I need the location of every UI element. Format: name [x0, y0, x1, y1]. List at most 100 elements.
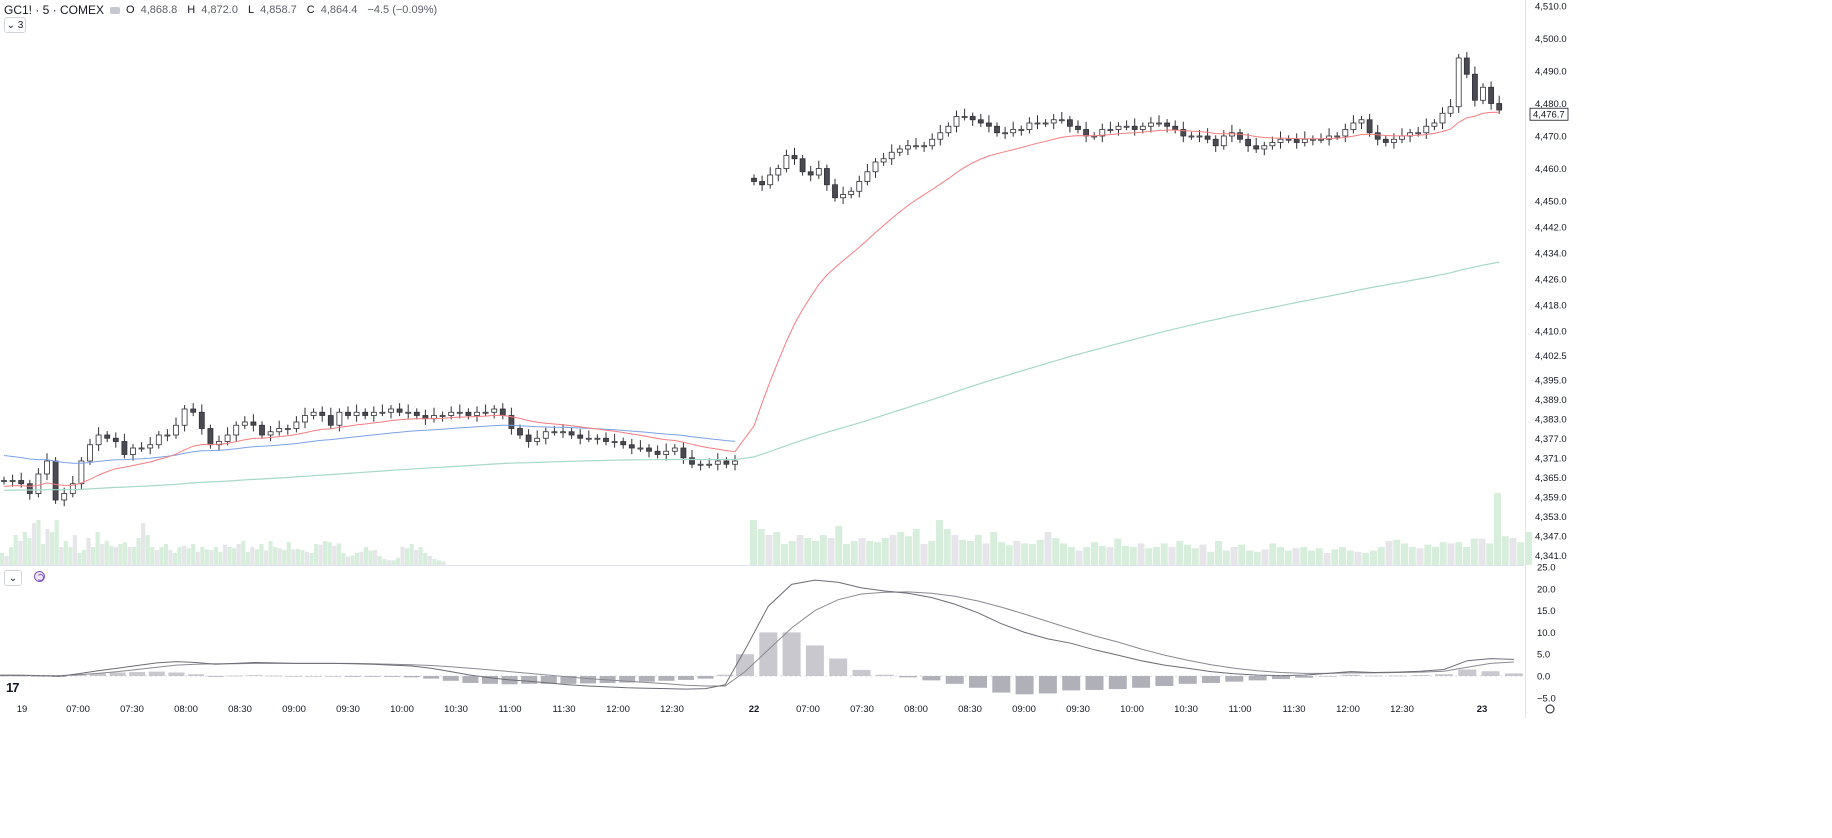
macd-histogram-bar [1411, 675, 1430, 676]
volume-bar [1308, 550, 1315, 565]
candle [1399, 135, 1405, 140]
candle [448, 411, 455, 416]
volume-bar [1160, 543, 1168, 565]
candle [880, 158, 887, 163]
macd-histogram-bar [1108, 676, 1127, 690]
candle [1277, 138, 1284, 143]
candle [474, 411, 480, 416]
volume-bar [1122, 545, 1129, 565]
volume-bar [345, 556, 350, 565]
macd-histogram-bar [1132, 676, 1151, 688]
candle [921, 145, 927, 148]
volume-bar [386, 560, 391, 565]
price-tick-label: 4,347.0 [1535, 531, 1567, 542]
candle [26, 483, 33, 494]
market-status-icon [110, 6, 121, 14]
symbol-title[interactable]: GC1! · 5 · COMEX [4, 3, 105, 17]
volume-bar [0, 553, 5, 565]
candle [508, 415, 515, 429]
last-price-box [1529, 107, 1569, 121]
macd-signal-line [0, 591, 1514, 687]
volume-bar [1424, 544, 1432, 565]
candle [121, 441, 128, 455]
volume-bar [1346, 550, 1354, 565]
candle [207, 428, 214, 446]
volume-bar [819, 535, 827, 565]
candle [1318, 138, 1324, 141]
volume-bar [213, 547, 219, 565]
price-tick-label: 4,480.0 [1535, 99, 1567, 110]
volume-bar [150, 547, 155, 565]
candle [1, 480, 7, 482]
price-tick-label: 4,383.0 [1535, 414, 1567, 425]
candle [840, 194, 846, 199]
candle [336, 411, 343, 426]
volume-bar [928, 541, 936, 565]
candle [1099, 129, 1106, 137]
candle [864, 171, 871, 182]
volume-bar [259, 544, 264, 565]
candle [1172, 125, 1179, 130]
macd-tick-label: −5.0 [1537, 693, 1556, 704]
indicators-collapse-button[interactable]: ⌄ 3 [4, 17, 26, 33]
pane-collapse-button[interactable]: ⌄ [4, 570, 22, 586]
volume-bar [141, 523, 146, 565]
tradingview-logo[interactable]: 17 [6, 680, 20, 695]
candle [1245, 138, 1251, 147]
candle [1067, 119, 1073, 127]
candle [1480, 86, 1486, 101]
volume-bar [59, 547, 64, 565]
candle [986, 122, 992, 127]
volume-bar [1416, 548, 1424, 565]
candle [95, 434, 102, 446]
sync-icon[interactable] [34, 571, 45, 582]
volume-bar [77, 553, 82, 565]
macd-histogram-bar [992, 676, 1011, 693]
macd-histogram-bar [31, 676, 48, 677]
candle [1123, 125, 1130, 128]
volume-bar [359, 551, 364, 565]
volume-bar [858, 538, 866, 565]
candle [994, 125, 1000, 134]
macd-histogram-bar [759, 632, 778, 676]
volume-bar [874, 542, 881, 565]
volume-bar [236, 544, 241, 565]
candle [791, 155, 798, 160]
candle [1148, 122, 1154, 127]
candle [259, 424, 265, 436]
macd-histogram-bar [246, 675, 263, 676]
price-tick-label: 4,359.0 [1535, 492, 1567, 503]
volume-bar [881, 538, 889, 565]
volume-bar [245, 551, 250, 565]
volume-bar [1370, 550, 1377, 565]
volume-bar [109, 545, 114, 565]
candle [198, 411, 205, 429]
volume-bar [1439, 542, 1447, 565]
volume-bar [209, 550, 214, 565]
candle [953, 116, 960, 127]
candle [646, 447, 652, 452]
time-tick-label: 11:00 [1228, 704, 1251, 715]
price-tick-label: 4,402.5 [1535, 351, 1567, 362]
price-tick-label: 4,434.0 [1535, 249, 1567, 260]
candle [945, 125, 952, 134]
candle [1391, 138, 1397, 143]
volume-bar [1091, 542, 1098, 565]
volume-bar [418, 547, 423, 565]
candle [525, 434, 532, 442]
volume-bar [268, 541, 273, 565]
candle [1180, 129, 1187, 137]
candle [1164, 122, 1170, 127]
volume-bar [897, 532, 905, 565]
volume-bar [1362, 553, 1370, 565]
candle [173, 424, 179, 436]
volume-bar [191, 544, 196, 565]
macd-histogram-bar [1225, 676, 1244, 682]
volume-bar [54, 520, 59, 565]
macd-histogram-bar [969, 676, 987, 688]
time-tick-label: 22 [749, 704, 760, 715]
candle [1204, 135, 1211, 140]
candle [832, 184, 838, 199]
candle [577, 434, 584, 439]
